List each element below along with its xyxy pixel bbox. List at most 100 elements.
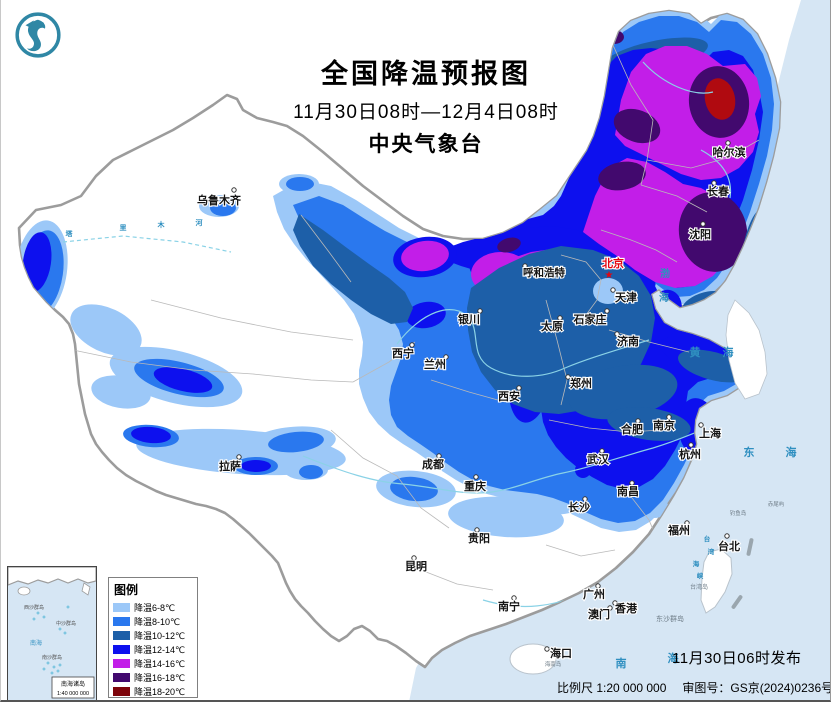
- svg-text:海: 海: [668, 651, 679, 665]
- city-marker-yinchuan: 银川: [457, 308, 483, 327]
- svg-text:西沙群岛: 西沙群岛: [24, 604, 44, 611]
- svg-text:台北: 台北: [718, 539, 740, 553]
- city-marker-haikou: 海口: [544, 645, 573, 661]
- svg-text:钓鱼岛: 钓鱼岛: [730, 509, 747, 517]
- svg-text:塔: 塔: [66, 229, 74, 238]
- svg-text:杭州: 杭州: [679, 447, 701, 461]
- svg-text:海: 海: [659, 291, 669, 304]
- map-scale: 比例尺 1:20 000 000: [557, 681, 667, 695]
- legend-row: 降温12-14℃: [113, 642, 193, 656]
- city-marker-changsha: 长沙: [567, 496, 591, 515]
- hainan-island-shape: [509, 643, 557, 675]
- svg-text:石家庄: 石家庄: [573, 312, 607, 326]
- city-marker-zhengzhou: 郑州: [565, 374, 593, 391]
- svg-text:太原: 太原: [540, 319, 563, 333]
- cma-logo-icon: [15, 12, 61, 58]
- svg-text:成都: 成都: [422, 457, 444, 471]
- legend-row: 降温14-16℃: [113, 656, 193, 670]
- legend-swatch: [113, 602, 130, 612]
- svg-text:长沙: 长沙: [568, 500, 590, 514]
- agency-name: 中央气象台: [368, 133, 484, 156]
- svg-text:海口: 海口: [550, 646, 572, 660]
- inset-scale: 1:40 000 000: [57, 691, 89, 697]
- svg-text:南海: 南海: [30, 639, 42, 647]
- city-marker-nanjing: 南京: [652, 414, 676, 433]
- city-marker-tianjin: 天津: [610, 287, 638, 305]
- legend-row: 降温10-12℃: [113, 628, 193, 642]
- svg-text:赤尾屿: 赤尾屿: [768, 500, 785, 508]
- svg-text:东沙群岛: 东沙群岛: [656, 614, 684, 623]
- city-marker-lanzhou: 兰州: [423, 354, 449, 372]
- city-markers: 乌鲁木齐 拉萨 西宁 兰州 银川 西安 成都 重庆 贵阳 昆明 南宁 呼和浩特 …: [196, 140, 747, 661]
- city-marker-aomen: 澳门: [587, 605, 613, 622]
- svg-text:乌鲁木齐: 乌鲁木齐: [197, 193, 242, 207]
- release-time: 11月30日06时发布: [672, 650, 802, 667]
- svg-text:广州: 广州: [583, 587, 605, 601]
- svg-text:北京: 北京: [602, 256, 624, 270]
- svg-text:贵阳: 贵阳: [468, 531, 490, 545]
- footer-meta: 比例尺 1:20 000 000 审图号：GS京(2024)0236号: [557, 679, 830, 696]
- south-china-sea-inset: 西沙群岛 中沙群岛 南海 南沙群岛 南海诸岛 1:40 000 000: [7, 566, 97, 700]
- svg-text:澳门: 澳门: [588, 607, 610, 621]
- legend-row: 降温18-20℃: [113, 684, 193, 698]
- legend-title: 图例: [114, 583, 139, 597]
- svg-text:南: 南: [616, 656, 627, 670]
- korea-peninsula: [725, 299, 768, 400]
- sea-area: [409, 0, 830, 700]
- svg-text:昆明: 昆明: [405, 560, 427, 573]
- svg-text:上海: 上海: [699, 426, 721, 440]
- legend-swatch: [113, 658, 130, 668]
- svg-text:重庆: 重庆: [464, 479, 486, 493]
- title-block: 全国降温预报图 11月30日08时—12月4日08时 中央气象台: [216, 52, 636, 158]
- city-marker-wulumuqi: 乌鲁木齐: [196, 187, 243, 208]
- map-valid-period: 11月30日08时—12月4日08时: [293, 102, 559, 123]
- city-marker-chengdu: 成都: [421, 453, 445, 472]
- svg-text:呼和浩特: 呼和浩特: [523, 266, 565, 279]
- svg-text:香港: 香港: [614, 601, 638, 615]
- svg-text:中沙群岛: 中沙群岛: [56, 620, 76, 627]
- svg-text:福州: 福州: [667, 523, 690, 537]
- svg-text:银川: 银川: [458, 312, 480, 326]
- svg-text:海: 海: [723, 345, 734, 359]
- city-marker-lasa: 拉萨: [218, 454, 242, 474]
- city-marker-changchun: 长春: [706, 180, 731, 199]
- city-marker-jinan: 济南: [614, 331, 640, 349]
- svg-text:沈阳: 沈阳: [689, 227, 711, 241]
- svg-text:哈尔滨: 哈尔滨: [713, 145, 746, 159]
- legend-swatch: [113, 616, 130, 626]
- svg-text:兰州: 兰州: [424, 357, 446, 371]
- legend: 图例 降温6-8℃ 降温8-10℃ 降温10-12℃ 降温12-14℃ 降温14…: [108, 577, 198, 698]
- legend-swatch: [113, 630, 130, 640]
- svg-text:拉萨: 拉萨: [219, 459, 241, 473]
- svg-text:里: 里: [120, 223, 127, 232]
- city-marker-shenyang: 沈阳: [688, 221, 712, 242]
- svg-text:西宁: 西宁: [392, 346, 414, 360]
- svg-text:台湾岛: 台湾岛: [690, 583, 708, 591]
- city-marker-shijiazhuang: 石家庄: [571, 308, 610, 327]
- city-marker-beijing: ★北京: [601, 255, 625, 281]
- svg-text:渤: 渤: [660, 267, 670, 280]
- city-marker-nanchang: 南昌: [616, 480, 640, 499]
- legend-swatch: [113, 672, 130, 682]
- beijing-star-icon: ★: [605, 270, 614, 281]
- sea-labels: 渤 海 黄 海 东 海 南 海 台 湾 海 峡 塔 里 木 河 台湾岛 东沙群岛…: [66, 218, 797, 670]
- svg-text:合肥: 合肥: [621, 422, 643, 436]
- ryukyu-islets: [731, 538, 754, 609]
- city-marker-nanning: 南宁: [497, 595, 521, 614]
- city-marker-xining: 西宁: [391, 342, 415, 361]
- svg-text:湾: 湾: [708, 547, 715, 556]
- legend-row: 降温8-10℃: [113, 614, 193, 628]
- city-marker-shanghai: 上海: [698, 422, 722, 441]
- city-marker-hangzhou: 杭州: [678, 442, 702, 462]
- svg-text:长春: 长春: [707, 184, 730, 198]
- city-marker-guangzhou: 广州: [582, 583, 606, 602]
- svg-text:南宁: 南宁: [498, 599, 520, 613]
- svg-text:木: 木: [157, 220, 166, 229]
- legend-row: 降温16-18℃: [113, 670, 193, 684]
- city-marker-huhehaote: 呼和浩特: [522, 263, 567, 280]
- svg-text:海: 海: [786, 445, 797, 459]
- city-marker-taiyuan: 太原: [539, 315, 564, 334]
- city-marker-taibei: 台北: [717, 533, 741, 554]
- city-marker-xianggang: 香港: [612, 600, 639, 616]
